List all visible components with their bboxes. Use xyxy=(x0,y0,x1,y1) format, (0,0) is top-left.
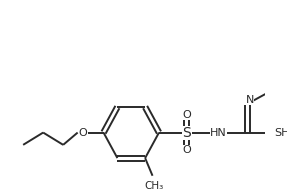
Text: S: S xyxy=(182,125,191,140)
Text: O: O xyxy=(182,145,191,155)
Text: N: N xyxy=(245,95,254,105)
Text: HN: HN xyxy=(210,128,226,138)
Text: O: O xyxy=(182,110,191,120)
Text: SH: SH xyxy=(274,128,287,138)
Text: CH₃: CH₃ xyxy=(145,180,164,191)
Text: O: O xyxy=(79,128,88,138)
